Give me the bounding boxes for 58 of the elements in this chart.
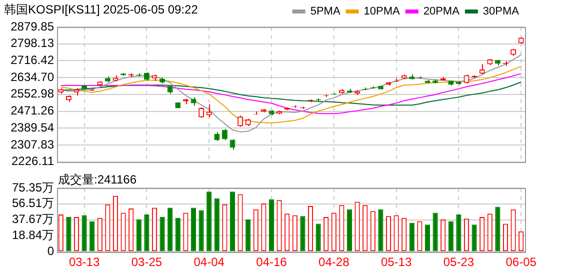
legend-label: 10PMA xyxy=(364,6,401,18)
bar xyxy=(495,206,500,252)
y-tick-label: 75.35万 xyxy=(12,180,54,194)
y-tick-label: 2716.42 xyxy=(10,53,54,68)
chart-title: 成交量:241166 xyxy=(58,172,137,186)
x-tick-label: 05-23 xyxy=(443,255,474,270)
bar xyxy=(198,210,204,252)
y-tick-label: 2879.85 xyxy=(10,19,54,34)
y-tick-label: 2471.26 xyxy=(10,104,54,118)
bar xyxy=(175,218,180,252)
legend-label: 30PMA xyxy=(482,6,520,18)
bar xyxy=(82,215,87,252)
y-tick-label: 18.84万 xyxy=(12,228,54,242)
candlestick xyxy=(238,115,244,128)
candlestick xyxy=(479,64,485,75)
bar xyxy=(300,216,306,252)
bar xyxy=(214,198,220,252)
bar xyxy=(448,221,454,252)
chart-title: 韩国KOSPI[KS11] 2025-06-05 09:22 xyxy=(4,2,198,16)
legend-label: 20PMA xyxy=(423,6,460,18)
y-tick-label: 2798.13 xyxy=(10,36,54,50)
bar xyxy=(160,216,165,252)
bar xyxy=(378,209,384,252)
x-tick-label: 04-28 xyxy=(318,255,350,270)
y-tick-label: 2552.98 xyxy=(10,86,54,101)
x-tick-label: 03-25 xyxy=(131,255,162,270)
bar xyxy=(190,208,196,252)
x-tick-label: 05-13 xyxy=(380,255,412,270)
y-tick-label: 56.51万 xyxy=(12,196,54,210)
bar xyxy=(66,216,72,252)
x-tick-label: 03-13 xyxy=(68,255,100,270)
bar xyxy=(230,192,236,252)
bar xyxy=(246,220,251,252)
legend-label: 5PMA xyxy=(310,6,341,18)
bar xyxy=(136,220,142,252)
y-tick-label: 0 xyxy=(47,244,54,258)
x-tick-label: 04-16 xyxy=(256,255,288,270)
bar xyxy=(472,224,477,252)
bar xyxy=(268,199,274,252)
candlestick xyxy=(206,104,212,118)
bar xyxy=(206,192,212,252)
bar xyxy=(409,222,414,252)
y-tick-label: 2389.54 xyxy=(10,120,54,134)
y-tick-label: 37.67万 xyxy=(12,212,54,226)
bar xyxy=(424,224,430,252)
bar xyxy=(144,214,150,252)
bar xyxy=(168,208,173,252)
bar xyxy=(432,212,438,252)
candlestick xyxy=(222,128,228,140)
bar xyxy=(316,224,321,252)
y-tick-label: 2226.11 xyxy=(12,154,54,168)
y-tick-label: 2307.83 xyxy=(10,137,54,152)
bar xyxy=(456,214,462,252)
bar xyxy=(90,221,95,252)
x-tick-label: 06-05 xyxy=(506,255,537,270)
x-tick-label: 04-04 xyxy=(194,255,225,270)
y-tick-label: 2634.70 xyxy=(10,70,54,84)
bar xyxy=(346,209,352,252)
